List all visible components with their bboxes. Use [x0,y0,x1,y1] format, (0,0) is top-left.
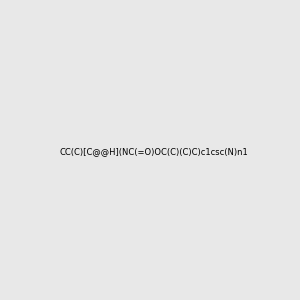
Text: CC(C)[C@@H](NC(=O)OC(C)(C)C)c1csc(N)n1: CC(C)[C@@H](NC(=O)OC(C)(C)C)c1csc(N)n1 [59,147,248,156]
